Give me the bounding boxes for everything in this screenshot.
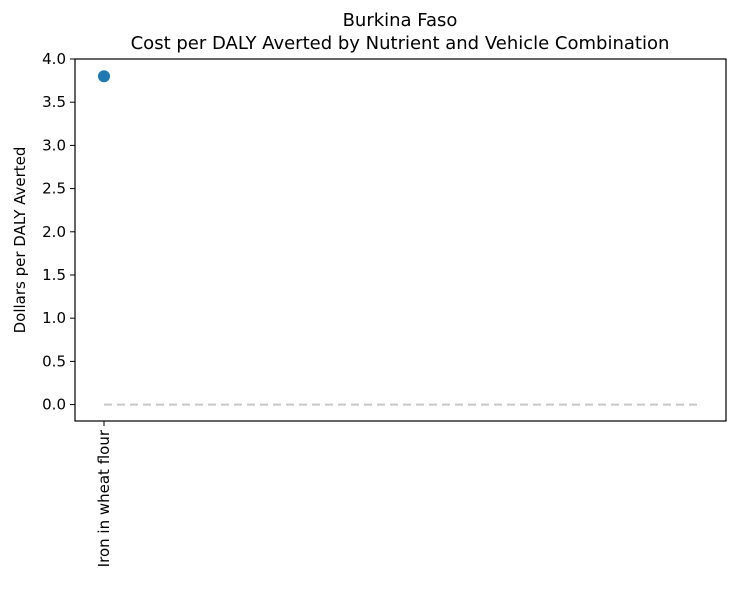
y-tick-label: 4.0 (42, 50, 66, 68)
y-tick-label: 2.5 (42, 180, 66, 198)
y-tick-label: 2.0 (42, 223, 66, 241)
y-tick-label: 1.0 (42, 309, 66, 327)
chart-title: Burkina Faso (343, 10, 458, 31)
axes-frame (74, 58, 727, 422)
plot-area: 0.0 0.5 1.0 1.5 2.0 2.5 3.0 3.5 4.0 Iron in wheat… (42, 50, 727, 567)
x-tick-label: Iron in wheat flour (95, 429, 113, 567)
y-tick-label: 1.5 (42, 266, 66, 284)
y-tick-label: 3.5 (42, 93, 66, 111)
y-axis-label: Dollars per DALY Averted (11, 147, 29, 334)
y-tick-label: 3.0 (42, 136, 66, 154)
y-tick-label: 0.5 (42, 352, 66, 370)
chart-subtitle: Cost per DALY Averted by Nutrient and Ve… (131, 33, 670, 54)
y-tick-label: 0.0 (42, 396, 66, 414)
data-point (98, 70, 110, 83)
